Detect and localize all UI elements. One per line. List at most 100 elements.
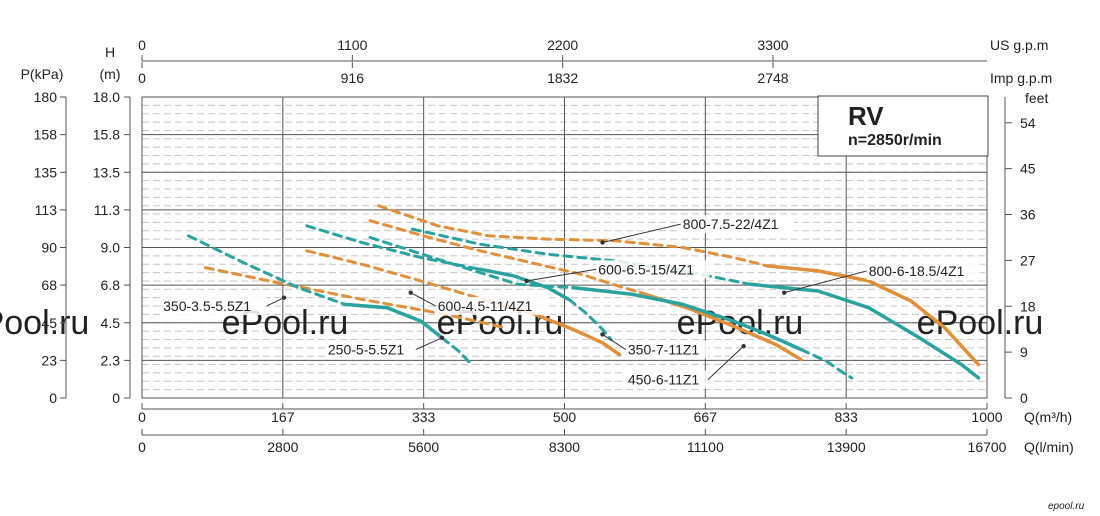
curve-label: 600-6.5-15/4Z1 [598, 261, 694, 277]
curve-label-bg [161, 297, 267, 316]
plot-frame [141, 96, 988, 399]
title-box-frame [817, 95, 989, 157]
y-axis-label-kpa: P(kPa) [21, 66, 64, 82]
y-tick-feet: 36 [1020, 207, 1036, 223]
x-tick-lmin: 2800 [267, 439, 298, 455]
leader-line [602, 334, 627, 350]
x-tick-m3h: 500 [553, 409, 577, 425]
series-450-6-11z1-solid [571, 285, 803, 352]
curve-label-bg [435, 297, 549, 316]
x-tick-m3h: 667 [694, 409, 718, 425]
y-tick-feet: 0 [1020, 390, 1028, 406]
x-tick-lmin: 16700 [968, 439, 1007, 455]
x-tick-usgpm: 1100 [337, 37, 367, 53]
curve-label: 450-6-11Z1 [628, 372, 700, 388]
leader-dot [741, 343, 746, 349]
series-800-7-5-22-4z1-dashed [377, 204, 769, 268]
leader-line [415, 337, 443, 350]
x-tick-usgpm: 0 [138, 37, 146, 53]
curve-label: 350-3.5-5.5Z1 [163, 298, 251, 314]
x-axis-label-m3h: Q(m³/h) [1024, 409, 1072, 425]
y-tick-m: 18.0 [93, 89, 120, 105]
y-tick-m: 13.5 [93, 164, 120, 180]
y-tick-feet: 27 [1020, 252, 1036, 268]
leader-line [266, 297, 285, 307]
x-tick-lmin: 13900 [827, 439, 866, 455]
leader-dot [439, 335, 445, 340]
x-tick-impgpm: 2748 [757, 70, 788, 86]
x-tick-usgpm: 2200 [547, 37, 578, 53]
series-250-5-5-5z1-dashed-tail [440, 336, 474, 367]
y-tick-feet: 45 [1020, 161, 1036, 177]
x-tick-m3h: 1000 [971, 409, 1002, 425]
x-axis-label-usgpm: US g.p.m [990, 37, 1048, 53]
leader-dot [782, 290, 787, 295]
x-tick-lmin: 5600 [408, 439, 439, 455]
series-600-6-5-15-4z1-solid [478, 267, 571, 302]
curve-label-bg [625, 340, 708, 359]
x-tick-impgpm: 0 [138, 70, 146, 86]
title-box: RV n=2850r/min [817, 95, 989, 157]
leader-line [784, 270, 867, 294]
y-axis-label-h: H [105, 44, 115, 60]
x-tick-lmin: 0 [138, 439, 146, 455]
x-axis-label-lmin: Q(l/min) [1024, 439, 1074, 455]
y-tick-kpa: 45 [41, 315, 57, 331]
curve-label: 800-7.5-22/4Z1 [683, 216, 779, 232]
leader-line [410, 292, 436, 307]
curve-labels: 800-7.5-22/4Z1 600-6.5-15/4Z1 800-6-18.5/4… [161, 215, 980, 389]
y-tick-kpa: 23 [41, 352, 57, 368]
series-350-7-11z1-dashed [368, 219, 642, 295]
chart-subtitle: n=2850r/min [848, 132, 942, 149]
leader-line [526, 268, 597, 282]
series-250-5-5-5z1-solid [343, 302, 444, 340]
curve-label: 600-4.5-11/4Z1 [438, 298, 533, 314]
x-tick-m3h: 167 [271, 409, 295, 425]
y-tick-feet: 9 [1020, 344, 1028, 360]
leader-dot [524, 278, 529, 284]
x-tick-lmin: 8300 [549, 439, 580, 455]
y-tick-feet: 54 [1020, 115, 1036, 131]
leader-dot [408, 290, 413, 295]
y-tick-m: 15.8 [93, 127, 120, 143]
leader-dot [600, 240, 605, 245]
curve-label: 350-7-11Z1 [628, 342, 700, 358]
y-tick-kpa: 0 [49, 390, 57, 406]
series-600-6-5-15-4z1-dashed-tail [567, 297, 613, 341]
x-tick-usgpm: 3300 [757, 37, 788, 53]
x-tick-impgpm: 916 [341, 70, 365, 86]
curve-label-bg [866, 261, 980, 280]
leader-dot [600, 332, 605, 337]
credit-logo: epool.ru [1048, 501, 1085, 512]
leader-line [707, 345, 744, 380]
series-800-6-18-5-4z1-dashed [410, 227, 752, 286]
y-tick-kpa: 135 [34, 164, 58, 180]
series-600-6-5-15-4z1-dashed [305, 224, 482, 271]
curve-label: 250-5-5.5Z1 [328, 342, 404, 358]
y-tick-kpa: 113 [35, 202, 58, 218]
curve-label-bg [596, 260, 710, 279]
series-800-7-5-22-4z1-solid [765, 264, 981, 367]
y-axis-unit-m: (m) [100, 66, 121, 82]
x-tick-m3h: 0 [138, 409, 146, 425]
curve-label: 800-6-18.5/4Z1 [869, 263, 965, 279]
x-axis-label-impgpm: Imp g.p.m [990, 70, 1052, 86]
leader-dot [281, 295, 287, 300]
y-tick-m: 9.0 [101, 240, 121, 256]
y-tick-feet: 18 [1020, 298, 1036, 314]
series-800-6-18-5-4z1-solid [748, 282, 981, 380]
y-tick-kpa: 180 [34, 89, 58, 105]
y-tick-m: 6.8 [101, 277, 121, 293]
curve-label-bg [680, 215, 794, 234]
y-axis-label-feet: feet [1025, 90, 1048, 106]
series-450-6-11z1-dashed-tail [799, 348, 854, 380]
x-tick-impgpm: 1832 [547, 70, 578, 86]
y-tick-kpa: 68 [41, 277, 57, 293]
x-tick-m3h: 333 [412, 409, 436, 425]
y-tick-m: 2.3 [101, 352, 121, 368]
series-250-5-5-5z1-dashed [187, 234, 347, 306]
series [187, 204, 981, 380]
y-tick-m: 4.5 [101, 315, 121, 331]
